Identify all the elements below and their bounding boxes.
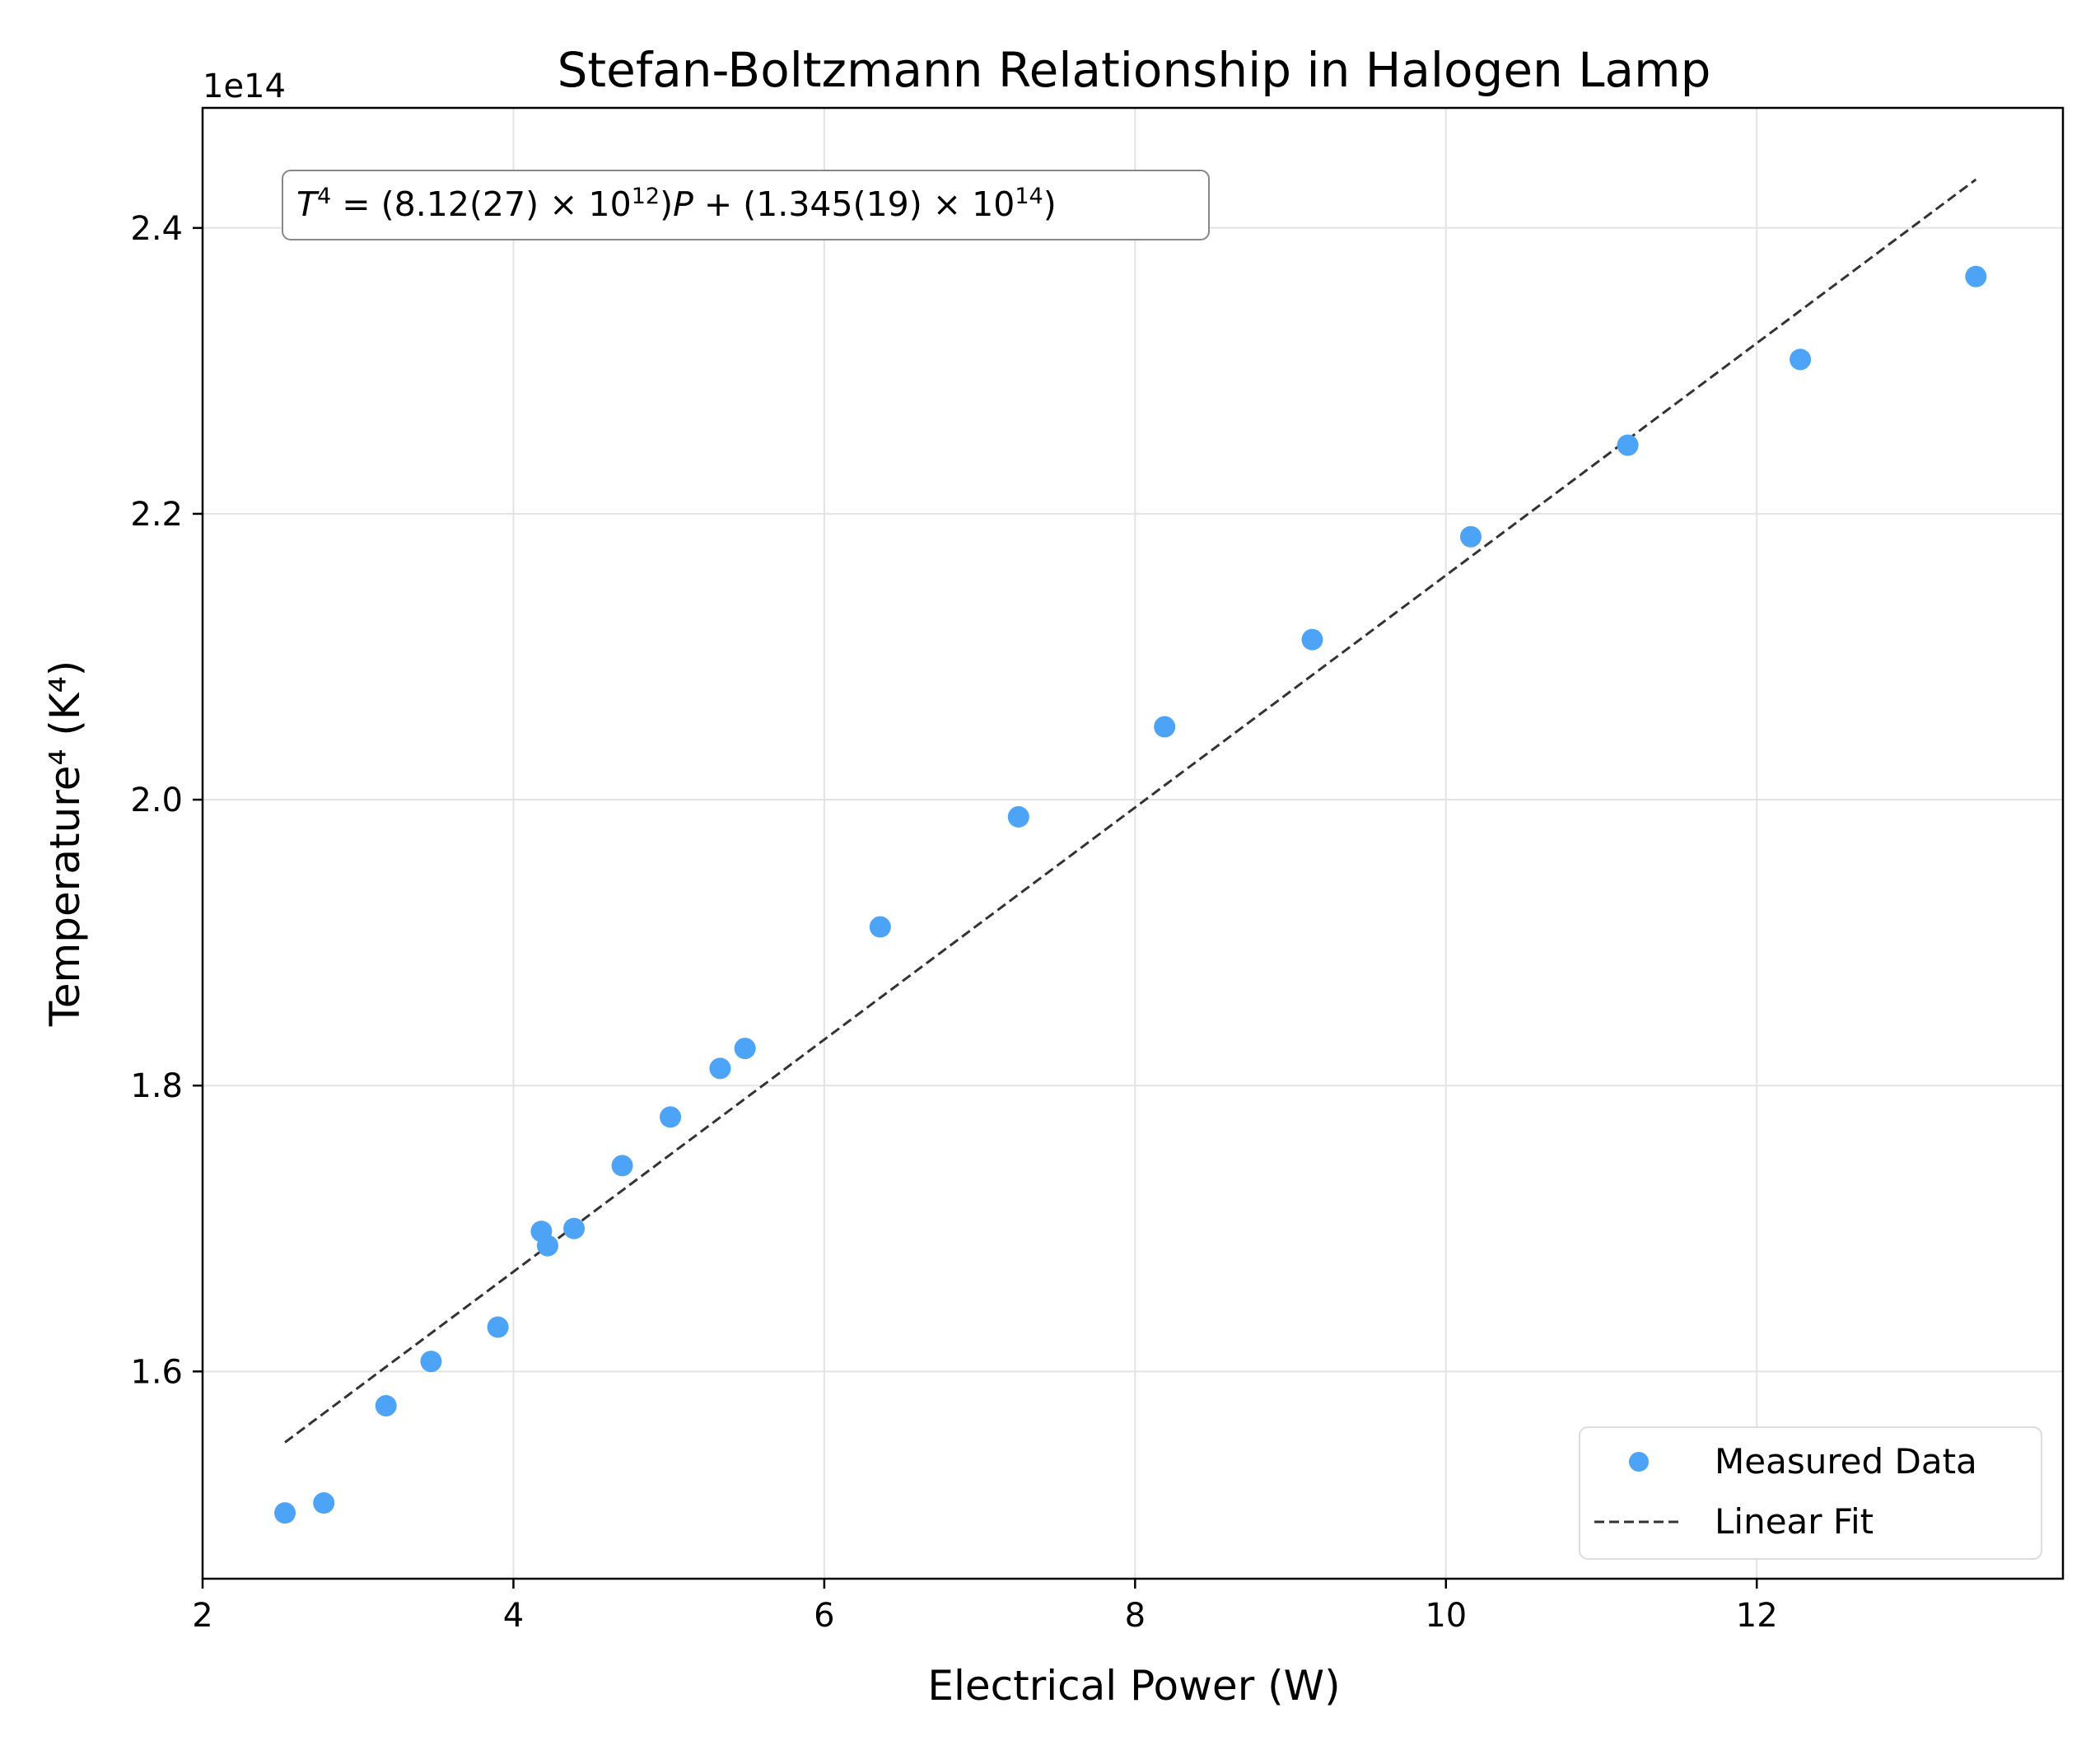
legend-label-linear-fit: Linear Fit <box>1715 1501 1874 1542</box>
x-tick-label: 12 <box>1736 1597 1778 1635</box>
data-point <box>1301 628 1323 651</box>
x-axis-label: Electrical Power (W) <box>927 1662 1340 1710</box>
x-tick-label: 10 <box>1425 1597 1467 1635</box>
y-tick-label: 2.4 <box>130 210 183 248</box>
data-point <box>487 1316 509 1338</box>
y-tick-label: 1.6 <box>130 1353 183 1391</box>
legend: Measured Data Linear Fit <box>1579 1426 2042 1560</box>
eq-part-4: ) <box>1043 184 1057 224</box>
y-tick-label: 1.8 <box>130 1067 183 1105</box>
data-point <box>1617 434 1639 456</box>
y-tick-label: 2.2 <box>130 496 183 534</box>
fit-line <box>284 178 1977 1444</box>
y-offset-label: 1e14 <box>203 68 286 105</box>
data-point <box>734 1038 756 1060</box>
chart-title: Stefan-Boltzmann Relationship in Halogen… <box>558 42 1711 98</box>
x-axis: 2 4 6 8 10 12 <box>192 1579 1778 1635</box>
data-point <box>1965 265 1987 287</box>
x-tick-label: 8 <box>1125 1597 1146 1635</box>
data-point <box>660 1106 682 1128</box>
data-point <box>563 1217 586 1239</box>
data-point <box>1790 348 1812 371</box>
fit-line-layer <box>284 178 1977 1444</box>
fit-equation: T4 = (8.12(27) × 1012)P + (1.345(19) × 1… <box>296 184 1057 225</box>
eq-lhs-exponent: 4 <box>317 184 331 209</box>
y-tick-label: 2.0 <box>130 782 183 819</box>
data-point <box>536 1234 558 1257</box>
data-point <box>1459 525 1482 548</box>
x-tick-label: 2 <box>192 1597 212 1635</box>
x-tick-label: 6 <box>814 1597 834 1635</box>
data-point <box>420 1351 442 1373</box>
plot-frame <box>201 106 2065 1580</box>
legend-label-measured-data: Measured Data <box>1715 1441 1977 1482</box>
eq-exponent-2: 14 <box>1015 184 1043 209</box>
points-layer <box>274 265 1987 1524</box>
equation-frame <box>282 170 1210 240</box>
eq-exponent-1: 12 <box>632 184 660 209</box>
data-point <box>611 1155 633 1177</box>
data-point <box>709 1057 731 1080</box>
x-tick-label: 4 <box>503 1597 524 1635</box>
y-axis-label: Temperature⁴ (K⁴) <box>41 660 89 1028</box>
eq-variable: P <box>673 184 693 224</box>
data-point <box>375 1394 397 1416</box>
eq-part-1: = (8.12(27) × 10 <box>331 184 631 224</box>
data-point <box>869 916 891 938</box>
eq-part-3: + (1.345(19) × 10 <box>693 184 1015 224</box>
eq-lhs: T <box>296 184 320 224</box>
legend-frame <box>1579 1426 2042 1560</box>
data-point <box>274 1502 296 1524</box>
fit-equation-box: T4 = (8.12(27) × 1012)P + (1.345(19) × 1… <box>282 170 1210 240</box>
data-point <box>313 1492 335 1514</box>
eq-part-2: ) <box>660 184 673 224</box>
data-point <box>1007 805 1029 828</box>
legend-marker-measured-data <box>1629 1452 1649 1472</box>
y-axis: 1.6 1.8 2.0 2.2 2.4 <box>130 210 203 1391</box>
data-point <box>1154 716 1176 738</box>
